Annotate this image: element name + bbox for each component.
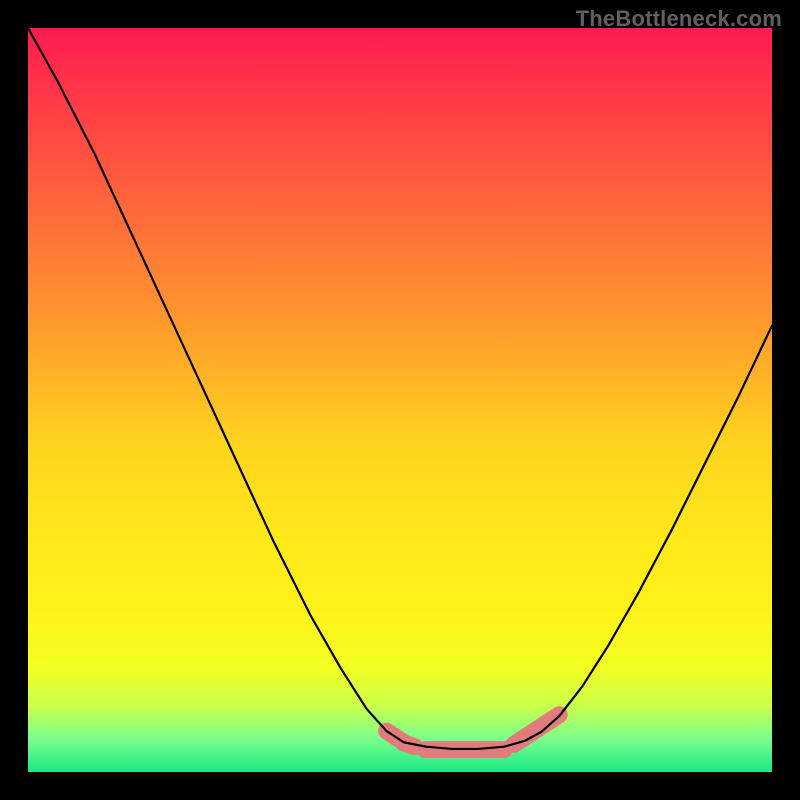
plot-area bbox=[28, 28, 772, 772]
highlight-segment bbox=[514, 715, 559, 745]
curve-layer bbox=[28, 28, 772, 772]
watermark-label: TheBottleneck.com bbox=[576, 6, 782, 32]
chart-frame: TheBottleneck.com bbox=[0, 0, 800, 800]
bottleneck-curve bbox=[28, 28, 772, 749]
